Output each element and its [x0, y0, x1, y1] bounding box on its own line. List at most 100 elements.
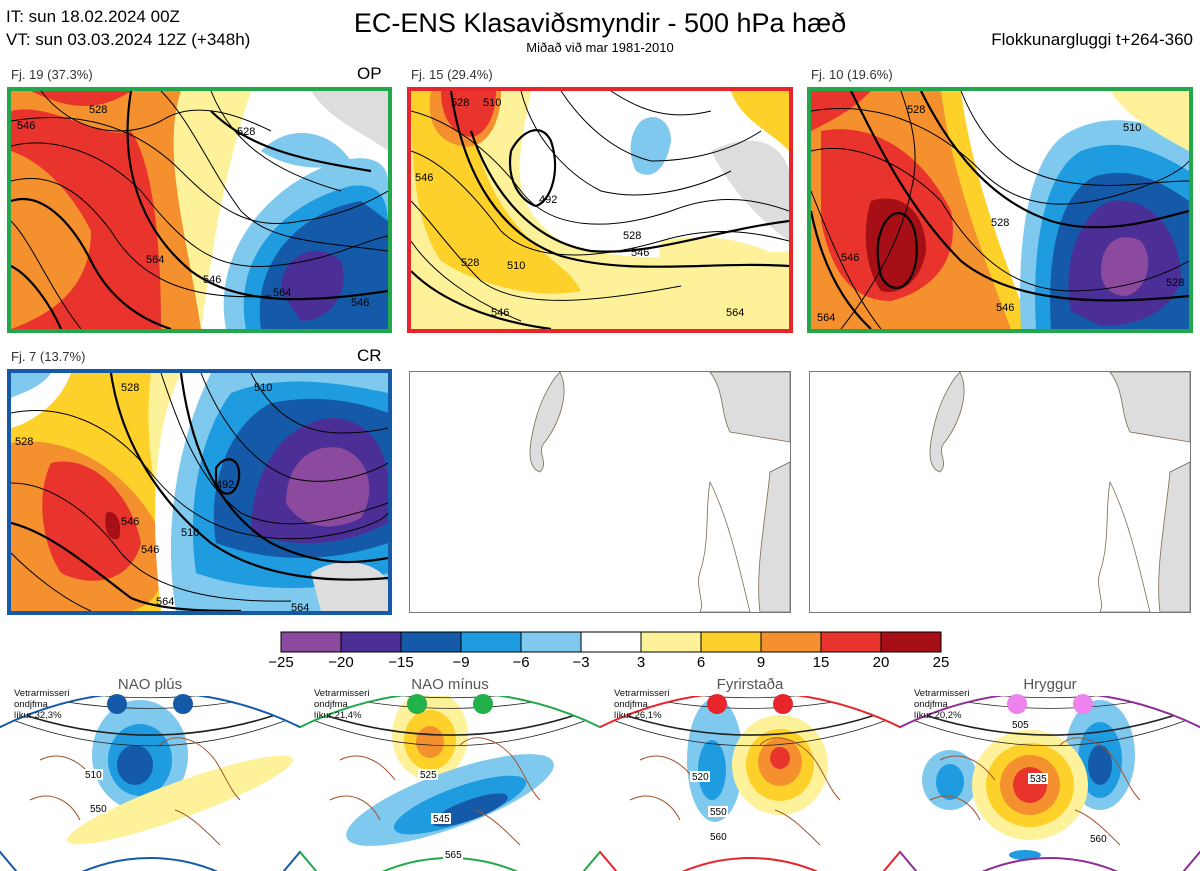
- regime-2-marker-2: [473, 694, 493, 714]
- cluster-1-contour-label-7: 564: [273, 287, 291, 299]
- regime-4-title: Hryggur: [1023, 676, 1077, 693]
- cluster-1-contour-label-1: 528: [89, 104, 107, 116]
- cluster-2-contour-label-1: 528: [451, 97, 469, 109]
- cluster-3-contour-label-6: 528: [1166, 277, 1184, 289]
- colorbar-segment-8: [700, 631, 762, 653]
- cluster-4-contour-label-6: 492: [216, 479, 234, 491]
- regime-4-marker-2: [1073, 694, 1093, 714]
- regime-2-contour-label-2: 545: [433, 814, 450, 825]
- regime-1-contour-label-2: 550: [90, 804, 107, 815]
- colorbar: [280, 631, 942, 653]
- regime-3-contour-label-2: 550: [710, 807, 727, 818]
- regime-3-contour-label-1: 520: [692, 772, 709, 783]
- colorbar-segment-11: [880, 631, 942, 653]
- cluster-3-contour-label-3: 564: [817, 312, 835, 324]
- regime-1-contour-label-1: 510: [85, 770, 102, 781]
- colorbar-segment-3: [400, 631, 462, 653]
- cluster-1-map: 528 546 564 528 546 546 564: [7, 87, 392, 333]
- cluster-4-contour-label-4: 546: [141, 544, 159, 556]
- regime-4-contour-label-2: 535: [1030, 774, 1047, 785]
- cluster-2-label: Fj. 15 (29.4%): [411, 67, 493, 82]
- colorbar-tick-6: −3: [572, 654, 590, 671]
- colorbar-segment-5: [520, 631, 582, 653]
- regime-4-marker-1: [1007, 694, 1027, 714]
- cluster-4-contour-label-7: 510: [181, 527, 199, 539]
- cluster-4-contour-label-9: 564: [291, 602, 309, 611]
- colorbar-segment-4: [460, 631, 522, 653]
- cluster-2-contour-label-7: 510: [507, 260, 525, 272]
- regime-2-contour-label-1: 525: [420, 770, 437, 781]
- cluster-4-contour-label-1: 528: [121, 382, 139, 394]
- cluster-4-contour-label-5: 564: [156, 596, 174, 608]
- cluster-3-contour-label-4: 528: [991, 217, 1009, 229]
- regime-2-marker-1: [407, 694, 427, 714]
- cluster-3-map: 528 546 564 528 510 528 546: [807, 87, 1193, 333]
- classification-window: Flokkunargluggi t+264-360: [991, 30, 1193, 49]
- colorbar-tick-1: −25: [268, 654, 294, 671]
- regime-2-contour-label-3: 565: [445, 850, 462, 861]
- cluster-4-tag: CR: [357, 346, 382, 365]
- regime-4-info: Vetrarmisseri ondjfma líkur 20,2%: [914, 688, 970, 721]
- cluster-3-contour-label-2: 546: [841, 252, 859, 264]
- colorbar-tick-12: 25: [932, 654, 950, 671]
- regime-1-marker-2: [173, 694, 193, 714]
- cluster-1-contour-label-2: 546: [17, 120, 35, 132]
- empty-map-1: [409, 371, 791, 613]
- cluster-2-contour-label-6: 546: [631, 247, 649, 259]
- cluster-1-contour-label-6: 546: [351, 297, 369, 309]
- colorbar-segment-6: [580, 631, 642, 653]
- colorbar-tick-4: −9: [452, 654, 470, 671]
- cluster-4-contour-label-8: 546: [121, 516, 139, 528]
- regime-3-marker-2: [773, 694, 793, 714]
- colorbar-tick-9: 9: [756, 654, 766, 671]
- cluster-2-contour-label-3: 492: [539, 194, 557, 206]
- colorbar-tick-11: 20: [872, 654, 890, 671]
- regime-1-marker-1: [107, 694, 127, 714]
- cluster-1-tag: OP: [357, 64, 382, 83]
- cluster-1-contour-label-5: 546: [203, 274, 221, 286]
- cluster-4-label: Fj. 7 (13.7%): [11, 349, 86, 364]
- colorbar-segment-2: [340, 631, 402, 653]
- colorbar-tick-8: 6: [696, 654, 706, 671]
- cluster-2-contour-label-8: 528: [623, 230, 641, 242]
- init-time: IT: sun 18.02.2024 00Z: [6, 7, 180, 26]
- cluster-2-contour-label-4: 546: [415, 172, 433, 184]
- colorbar-tick-5: −6: [512, 654, 530, 671]
- cluster-3-contour-label-1: 528: [907, 104, 925, 116]
- cluster-1-contour-label-3: 564: [146, 254, 164, 266]
- cluster-2-contour-label-9: 546: [491, 307, 509, 319]
- cluster-4-contour-label-3: 528: [15, 436, 33, 448]
- cluster-3-contour-label-7: 546: [996, 302, 1014, 314]
- regime-3-title: Fyrirstaða: [716, 676, 784, 693]
- valid-time: VT: sun 03.03.2024 12Z (+348h): [6, 30, 251, 49]
- regime-map-4: 505 535 560: [900, 696, 1200, 871]
- regime-3-marker-1: [707, 694, 727, 714]
- regime-1-info: Vetrarmisseri ondjfma líkur 32,3%: [14, 688, 70, 721]
- regime-map-3: 520 550 560: [600, 696, 900, 871]
- regime-4-contour-label-3: 560: [1090, 834, 1107, 845]
- regime-1-title: NAO plús: [117, 676, 183, 693]
- colorbar-segment-9: [760, 631, 822, 653]
- page-subtitle: Miðað við mar 1981-2010: [526, 40, 674, 55]
- regime-2-title: NAO mínus: [411, 676, 489, 693]
- regime-4-contour-label-1: 505: [1012, 720, 1029, 731]
- cluster-3-label: Fj. 10 (19.6%): [811, 67, 893, 82]
- cluster-4-map: 528 510 528 546 564 492 510 546 564: [7, 369, 392, 615]
- cluster-1-label: Fj. 19 (37.3%): [11, 67, 93, 82]
- cluster-2-contour-label-2: 510: [483, 97, 501, 109]
- page-title: EC-ENS Klasaviðsmyndir - 500 hPa hæð: [353, 8, 847, 38]
- cluster-3-contour-label-5: 510: [1123, 122, 1141, 134]
- cluster-2-map: 528 510 492 546 528 546 510 528 546 564: [407, 87, 793, 333]
- colorbar-segment-10: [820, 631, 882, 653]
- colorbar-tick-10: 15: [812, 654, 830, 671]
- cluster-1-contour-label-4: 528: [237, 126, 255, 138]
- colorbar-tick-2: −20: [328, 654, 354, 671]
- regime-3-contour-label-3: 560: [710, 832, 727, 843]
- colorbar-tick-7: 3: [636, 654, 646, 671]
- colorbar-segment-7: [640, 631, 702, 653]
- empty-map-2: [809, 371, 1191, 613]
- regime-2-info: Vetrarmisseri ondjfma líkur 21,4%: [314, 688, 370, 721]
- run-info: IT: sun 18.02.2024 00Z VT: sun 03.03.202…: [6, 5, 250, 51]
- cluster-4-contour-label-2: 510: [254, 382, 272, 394]
- regime-map-2: 525 545 565: [300, 696, 600, 871]
